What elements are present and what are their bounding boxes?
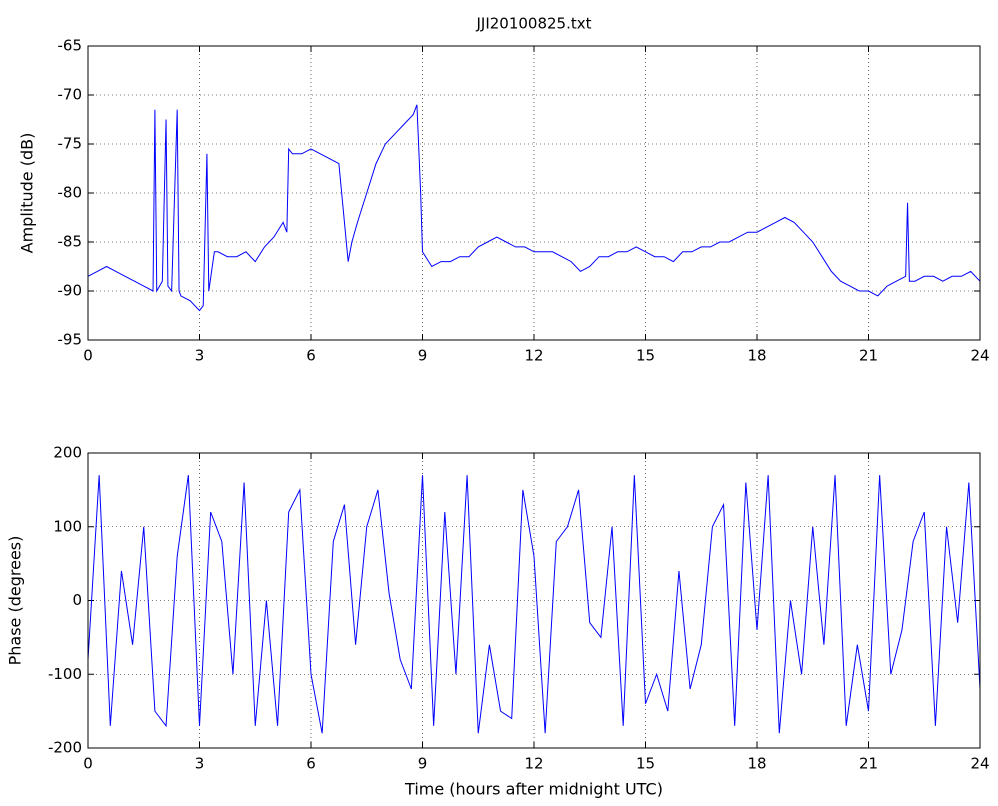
x-tick-label: 12 bbox=[524, 347, 543, 365]
x-tick-label: 21 bbox=[859, 347, 878, 365]
x-tick-label: 24 bbox=[970, 347, 989, 365]
axes-box bbox=[87, 45, 981, 341]
y-axis-label: Phase (degrees) bbox=[6, 536, 25, 666]
x-tick-label: 6 bbox=[306, 347, 316, 365]
y-tick-label: -95 bbox=[58, 331, 83, 349]
data-line bbox=[87, 104, 981, 312]
x-tick-label: 0 bbox=[83, 755, 93, 773]
y-tick-label: -70 bbox=[58, 86, 83, 104]
x-tick-label: 3 bbox=[195, 755, 205, 773]
x-tick-label: 18 bbox=[747, 347, 766, 365]
y-tick-label: -80 bbox=[58, 184, 83, 202]
y-tick-label: 200 bbox=[53, 444, 82, 462]
x-tick-label: 0 bbox=[83, 347, 93, 365]
x-tick-label: 15 bbox=[636, 347, 655, 365]
x-tick-label: 12 bbox=[524, 755, 543, 773]
x-tick-label: 21 bbox=[859, 755, 878, 773]
y-axis-label: Amplitude (dB) bbox=[18, 133, 37, 254]
y-tick-label: 100 bbox=[53, 517, 82, 535]
y-tick-label: -200 bbox=[48, 739, 82, 757]
x-tick-label: 15 bbox=[636, 755, 655, 773]
y-tick-label: -75 bbox=[58, 135, 83, 153]
y-tick-label: -90 bbox=[58, 282, 83, 300]
x-axis-label: Time (hours after midnight UTC) bbox=[404, 780, 663, 799]
x-tick-label: 3 bbox=[195, 347, 205, 365]
y-tick-label: -65 bbox=[58, 37, 83, 55]
x-tick-label: 18 bbox=[747, 755, 766, 773]
y-tick-label: 0 bbox=[72, 591, 82, 609]
x-tick-label: 9 bbox=[418, 347, 428, 365]
x-tick-label: 24 bbox=[970, 755, 989, 773]
data-line bbox=[87, 475, 981, 734]
y-tick-label: -85 bbox=[58, 233, 83, 251]
chart-title: JJI20100825.txt bbox=[475, 15, 591, 33]
x-tick-label: 6 bbox=[306, 755, 316, 773]
axes-box bbox=[87, 452, 981, 749]
x-tick-label: 9 bbox=[418, 755, 428, 773]
y-tick-label: -100 bbox=[48, 665, 82, 683]
